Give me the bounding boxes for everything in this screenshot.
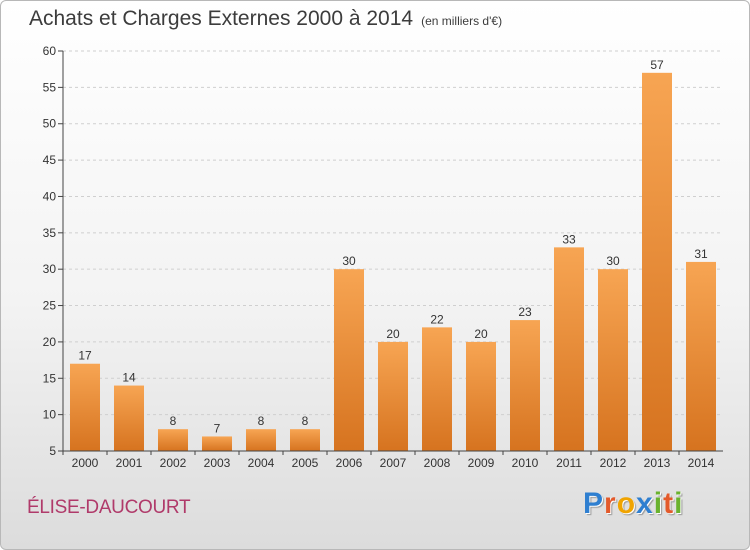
x-tick-label: 2007: [380, 456, 407, 470]
bar: [378, 341, 408, 451]
data-label: 8: [258, 414, 265, 428]
x-tick-label: 2008: [424, 456, 451, 470]
y-tick-label: 15: [43, 371, 57, 385]
data-label: 23: [518, 305, 532, 319]
data-label: 8: [302, 414, 309, 428]
bar: [422, 327, 452, 451]
y-tick-label: 50: [43, 117, 57, 131]
x-tick-label: 2012: [600, 456, 627, 470]
y-tick-label: 5: [49, 444, 56, 458]
y-tick-label: 10: [43, 408, 57, 422]
bar: [642, 72, 672, 452]
y-tick-label: 25: [43, 299, 57, 313]
axes: 5 10 15 20 25 30 35 40 45 50 55 60 2000 2001 2002 2003 2…: [43, 44, 723, 470]
bar: [290, 429, 320, 451]
y-tick-label: 30: [43, 262, 57, 276]
bars: 17 14 8 7 8 8 30 20 22 20 23 33 30 57 31: [70, 58, 716, 452]
logo-letter: t: [663, 487, 675, 520]
logo-letter: o: [616, 487, 637, 520]
x-tick-label: 2000: [72, 456, 99, 470]
x-tick-label: 2003: [204, 456, 231, 470]
data-label: 20: [474, 327, 488, 341]
logo-letter: P: [583, 487, 605, 520]
bar: [202, 436, 232, 451]
proxiti-logo: Proxiti: [583, 487, 683, 521]
location-name: ÉLISE-DAUCOURT: [27, 497, 191, 518]
x-tick-label: 2011: [556, 456, 582, 470]
bar: [598, 269, 628, 451]
bar: [466, 341, 496, 451]
data-label: 20: [386, 327, 400, 341]
logo-letter: i: [674, 487, 684, 520]
data-label: 22: [430, 312, 444, 326]
bar: [554, 247, 584, 451]
data-label: 17: [78, 349, 92, 363]
y-tick-label: 40: [43, 189, 57, 203]
x-tick-label: 2002: [160, 456, 187, 470]
y-tick-label: 20: [43, 335, 57, 349]
data-label: 8: [170, 414, 177, 428]
x-tick-label: 2010: [512, 456, 539, 470]
bar: [246, 429, 276, 451]
bar: [334, 269, 364, 451]
logo-letter: r: [604, 487, 617, 520]
y-tick-label: 35: [43, 226, 57, 240]
logo-letter: i: [653, 487, 664, 520]
y-tick-label: 45: [43, 153, 57, 167]
data-label: 7: [214, 421, 221, 435]
chart-title-text: Achats et Charges Externes 2000 à 2014: [29, 7, 414, 30]
x-tick-label: 2004: [248, 456, 275, 470]
data-label: 30: [606, 254, 620, 268]
x-tick-label: 2006: [336, 456, 363, 470]
data-label: 30: [342, 254, 356, 268]
bar: [510, 320, 540, 451]
x-tick-label: 2009: [468, 456, 495, 470]
bar: [158, 429, 188, 451]
data-label: 57: [650, 58, 664, 72]
y-tick-label: 60: [43, 44, 57, 58]
data-label: 31: [694, 247, 708, 261]
x-tick-label: 2001: [116, 456, 143, 470]
data-label: 33: [562, 232, 576, 246]
chart-title: Achats et Charges Externes 2000 à 2014 (e…: [29, 7, 502, 31]
x-tick-label: 2013: [644, 456, 671, 470]
x-tick-label: 2014: [688, 456, 715, 470]
bar: [686, 261, 716, 451]
chart-unit: (en milliers d'€): [421, 14, 503, 28]
bar: [114, 385, 144, 451]
data-label: 14: [122, 371, 136, 385]
logo-letter: x: [636, 487, 654, 520]
x-tick-label: 2005: [292, 456, 319, 470]
y-tick-label: 55: [43, 80, 57, 94]
bar: [70, 363, 100, 451]
